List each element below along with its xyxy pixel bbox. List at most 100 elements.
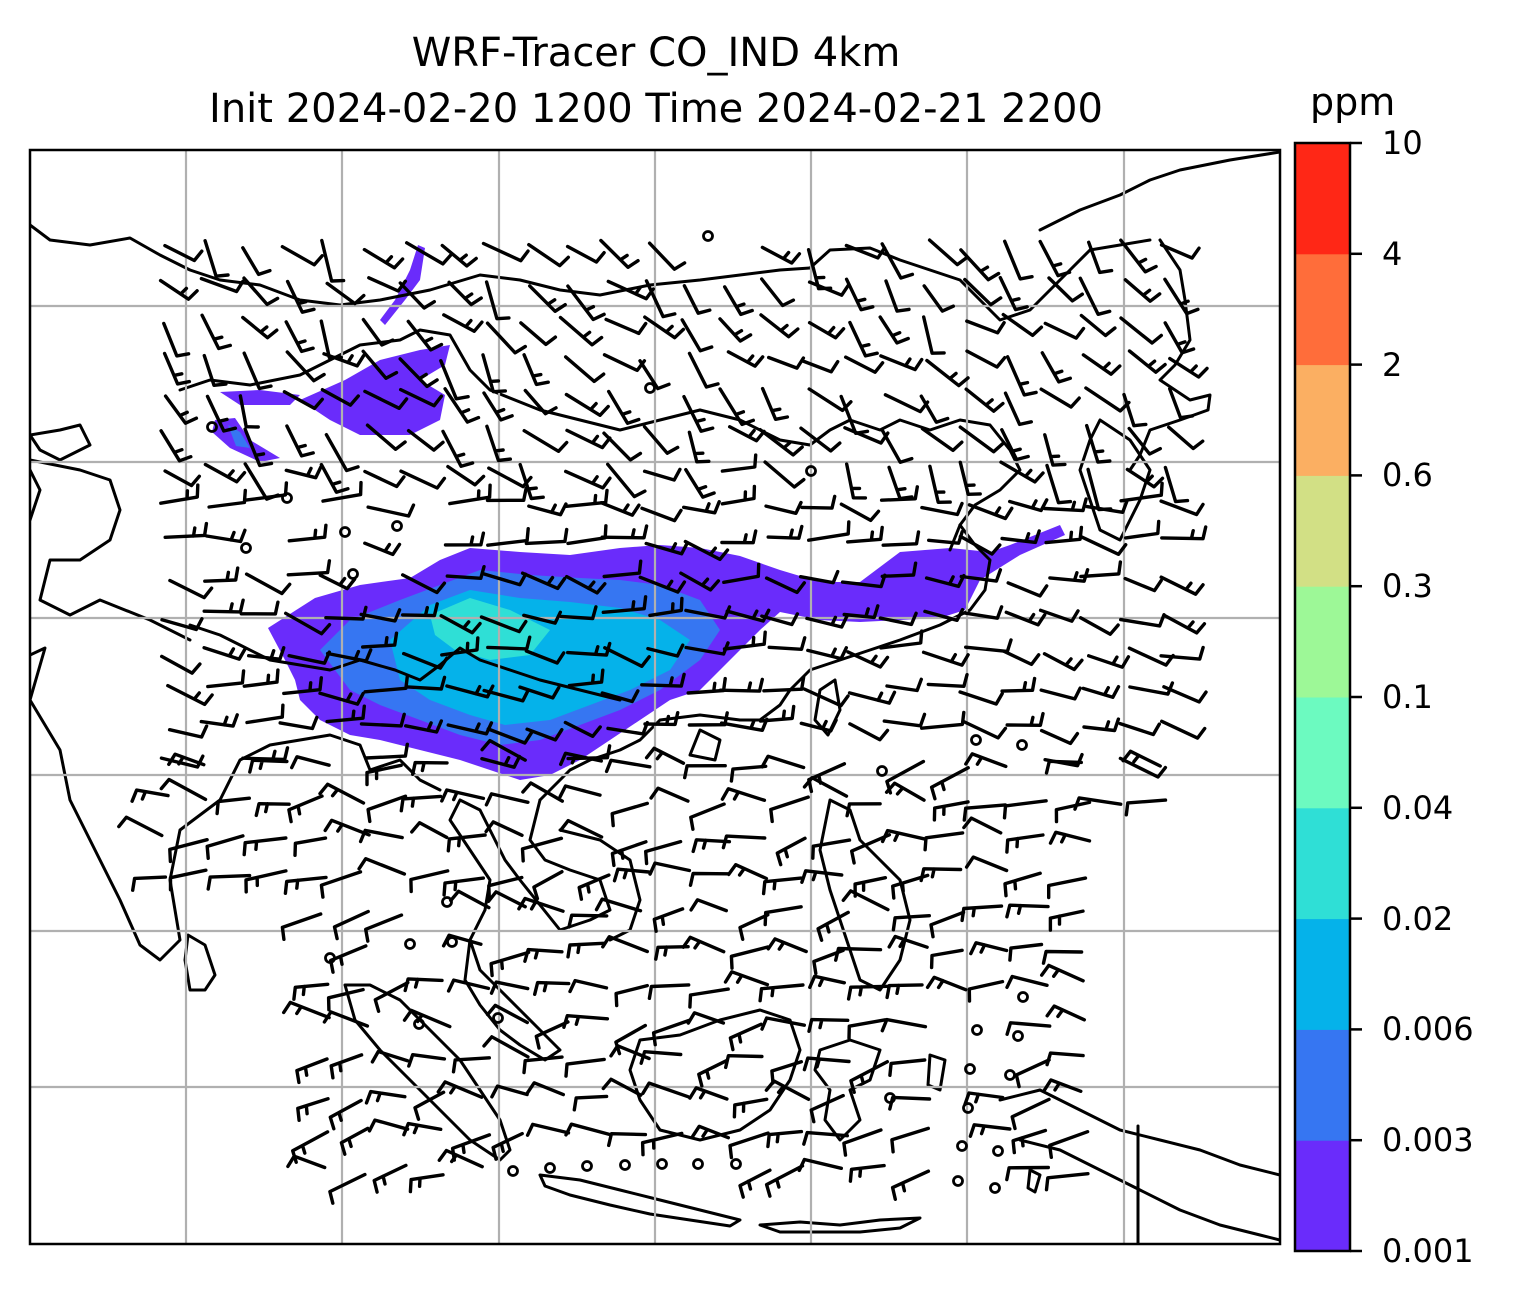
calm-wind-circle	[805, 465, 817, 477]
wind-barb	[962, 803, 1007, 822]
wind-barb	[724, 1054, 764, 1070]
wind-barb	[964, 752, 1008, 769]
wind-barb	[1082, 717, 1121, 733]
wind-barb	[846, 650, 890, 669]
wind-barb	[643, 315, 686, 340]
wind-barb	[242, 836, 288, 857]
wind-barb	[1044, 759, 1083, 775]
wind-barb	[564, 1122, 611, 1137]
wind-barb	[880, 428, 914, 464]
wind-barb	[318, 691, 365, 706]
wind-barb	[969, 941, 1009, 956]
wind-barb	[639, 1050, 683, 1065]
wind-barb	[878, 611, 918, 627]
wind-barb	[641, 1081, 690, 1099]
wind-barb	[203, 239, 230, 278]
wind-barb	[1005, 711, 1045, 727]
wind-barb	[965, 349, 1007, 369]
colorbar-label-3: 0.02	[1382, 899, 1454, 938]
wind-barb	[1124, 798, 1168, 817]
wind-barb	[328, 1098, 363, 1131]
wind-barb	[159, 754, 205, 769]
wind-barb	[720, 529, 758, 545]
wind-barb	[363, 541, 402, 557]
wind-barb	[489, 980, 530, 995]
wind-barb	[451, 1056, 491, 1074]
wind-barb	[1159, 499, 1205, 517]
wind-barb	[967, 979, 1005, 1003]
wind-barb	[523, 947, 564, 963]
wind-barb	[564, 1057, 606, 1078]
wind-barb	[440, 788, 486, 803]
wind-barb	[1162, 685, 1208, 704]
wind-barb	[922, 284, 955, 313]
colorbar-label-8: 2	[1382, 345, 1403, 384]
wind-barb	[280, 912, 323, 941]
calm-wind-circle	[964, 1063, 976, 1075]
wind-barb	[168, 838, 209, 864]
wind-barb	[919, 867, 963, 883]
wind-barb	[1159, 243, 1201, 260]
wind-barb	[1123, 576, 1163, 593]
wind-barb	[1123, 278, 1162, 303]
wind-barb	[284, 465, 323, 480]
calm-wind-circle	[446, 936, 458, 948]
wind-barb	[652, 907, 685, 933]
wind-barbs	[117, 230, 1209, 1205]
calm-wind-circle	[492, 1012, 504, 1024]
wind-barb	[1081, 353, 1122, 376]
wind-barb	[168, 868, 208, 892]
wind-barb	[1008, 942, 1044, 962]
wind-barb	[241, 746, 290, 762]
wind-barb	[399, 794, 443, 813]
wind-barb	[205, 834, 245, 860]
wind-barb	[805, 614, 849, 629]
colorbar-label-2: 0.006	[1382, 1010, 1474, 1049]
wind-barb	[679, 571, 721, 592]
wind-barb	[802, 1130, 849, 1146]
coast-new-guinea	[998, 1088, 1280, 1242]
wind-barb	[646, 643, 685, 658]
plume-north-a	[300, 345, 450, 435]
wind-barb	[131, 875, 168, 892]
wind-barb	[319, 870, 363, 899]
wind-barb	[929, 948, 964, 970]
wind-barb	[809, 1093, 845, 1124]
colorbar-unit: ppm	[1310, 80, 1396, 124]
border-iran-pak	[30, 458, 192, 642]
wind-barb	[242, 276, 280, 307]
wind-barb	[562, 1014, 610, 1029]
wind-barb	[437, 1148, 484, 1169]
wind-barb	[572, 1094, 609, 1112]
map-frame	[28, 148, 1282, 1246]
wind-barb	[245, 703, 285, 725]
coast-lesser-sunda	[758, 1216, 922, 1234]
wind-barb	[399, 469, 447, 490]
wind-barb	[372, 1163, 408, 1194]
wind-barb	[402, 651, 449, 670]
wind-barb	[614, 1023, 647, 1056]
wind-barb	[1128, 681, 1175, 696]
wind-barb	[325, 704, 366, 724]
wind-barb	[640, 672, 686, 688]
wind-barb	[764, 1079, 811, 1101]
wind-barb	[405, 675, 447, 691]
wind-barb	[962, 816, 1003, 835]
wind-barb	[1159, 645, 1205, 661]
wind-barb	[366, 794, 408, 824]
wind-barb	[964, 855, 1009, 873]
wind-barb	[407, 1053, 447, 1068]
wind-barb	[1160, 525, 1208, 541]
wind-barb	[1045, 1051, 1085, 1067]
wind-barb	[442, 876, 485, 897]
calm-wind-circle	[952, 1175, 964, 1187]
wind-barb	[521, 781, 564, 803]
wind-barb	[879, 485, 919, 502]
wind-barb	[922, 315, 946, 355]
wind-barb	[797, 1157, 843, 1173]
wind-barb	[887, 934, 929, 949]
wind-barb	[440, 636, 480, 657]
wind-barb	[610, 801, 649, 828]
wind-barb	[728, 1022, 763, 1052]
